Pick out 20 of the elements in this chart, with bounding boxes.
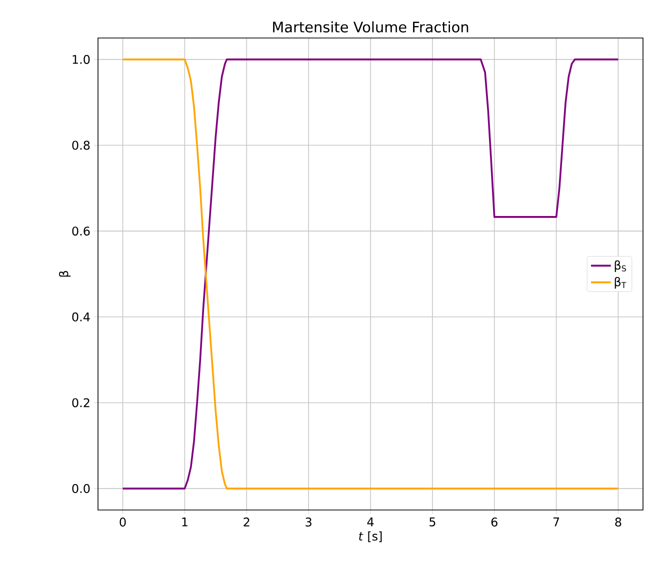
legend-label: β$_{T}$ bbox=[614, 276, 626, 289]
x-tick-label: 5 bbox=[430, 518, 436, 526]
y-tick-label: 0.2 bbox=[72, 398, 90, 408]
chart-title: Martensite Volume Fraction bbox=[273, 21, 468, 32]
legend-label: β$_{S}$ bbox=[614, 260, 626, 272]
y-axis-title: β bbox=[58, 271, 71, 277]
x-tick-label: 8 bbox=[615, 518, 622, 527]
x-tick-label: 6 bbox=[491, 518, 498, 527]
y-tick-label: 1.0 bbox=[72, 54, 90, 64]
y-tick-label: 0.6 bbox=[72, 226, 90, 236]
x-tick-label: 4 bbox=[367, 518, 374, 526]
x-axis-title: t [s] bbox=[359, 531, 382, 542]
x-tick-label: 1 bbox=[182, 518, 188, 526]
y-tick-label: 0.8 bbox=[72, 140, 90, 150]
x-tick-label: 7 bbox=[553, 518, 560, 526]
x-tick-label: 0 bbox=[120, 518, 126, 527]
y-tick-label: 0.4 bbox=[72, 312, 90, 322]
x-tick-label: 3 bbox=[306, 518, 312, 527]
x-tick-label: 2 bbox=[244, 518, 250, 526]
y-tick-label: 0.0 bbox=[72, 484, 90, 494]
